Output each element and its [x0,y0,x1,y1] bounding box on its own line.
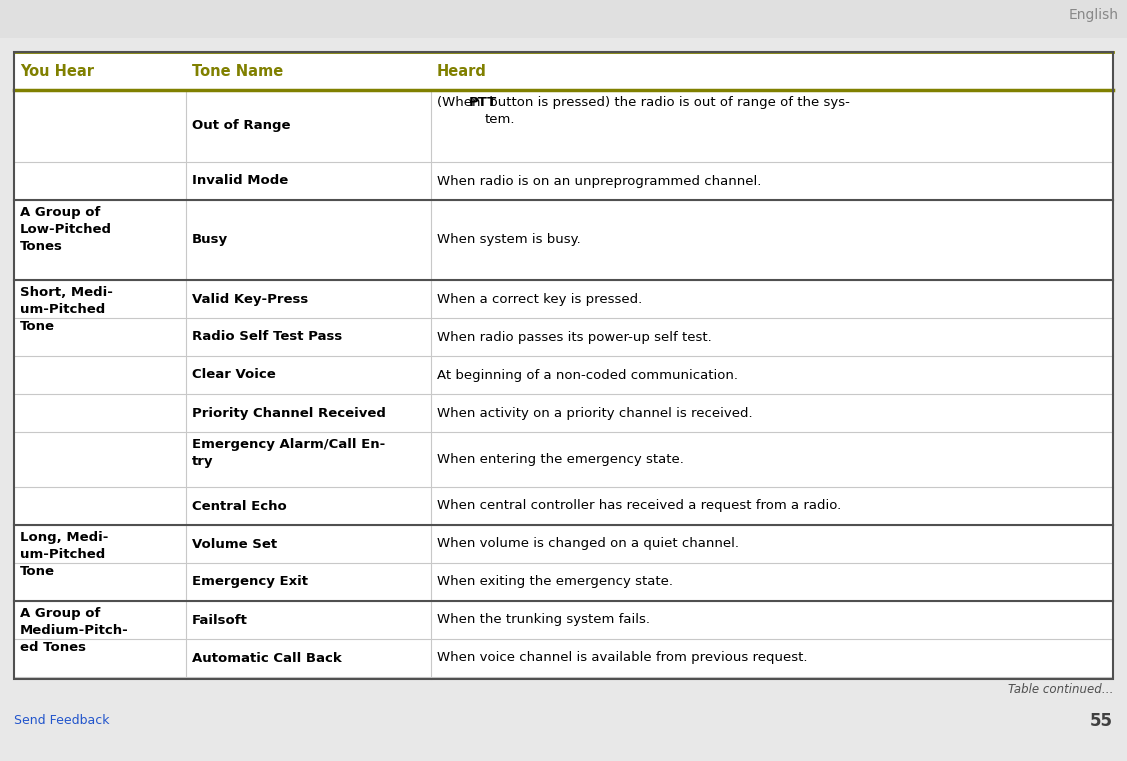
Text: When radio passes its power-up self test.: When radio passes its power-up self test… [437,330,712,343]
Text: Tone Name: Tone Name [192,63,283,78]
Text: When central controller has received a request from a radio.: When central controller has received a r… [437,499,841,512]
Text: Invalid Mode: Invalid Mode [192,174,289,187]
Text: Valid Key-Press: Valid Key-Press [192,292,309,305]
Text: Long, Medi-
um-Pitched
Tone: Long, Medi- um-Pitched Tone [20,531,108,578]
Text: (When: (When [437,96,485,109]
Text: When radio is on an unpreprogrammed channel.: When radio is on an unpreprogrammed chan… [437,174,762,187]
Text: When exiting the emergency state.: When exiting the emergency state. [437,575,673,588]
Text: Emergency Exit: Emergency Exit [192,575,308,588]
Text: Volume Set: Volume Set [192,537,277,550]
Text: Automatic Call Back: Automatic Call Back [192,651,341,664]
Text: When system is busy.: When system is busy. [437,234,580,247]
Text: When a correct key is pressed.: When a correct key is pressed. [437,292,642,305]
Text: A Group of
Low-Pitched
Tones: A Group of Low-Pitched Tones [20,206,112,253]
Text: You Hear: You Hear [20,63,94,78]
Text: When entering the emergency state.: When entering the emergency state. [437,453,684,466]
Text: button is pressed) the radio is out of range of the sys-
tem.: button is pressed) the radio is out of r… [485,96,850,126]
Text: Emergency Alarm/Call En-
try: Emergency Alarm/Call En- try [192,438,385,468]
Text: Central Echo: Central Echo [192,499,286,512]
Text: When volume is changed on a quiet channel.: When volume is changed on a quiet channe… [437,537,739,550]
Text: When voice channel is available from previous request.: When voice channel is available from pre… [437,651,808,664]
Bar [14,52,1113,679]
Text: Heard: Heard [437,63,487,78]
Text: Short, Medi-
um-Pitched
Tone: Short, Medi- um-Pitched Tone [20,286,113,333]
Text: Send Feedback: Send Feedback [14,715,109,728]
Text: Clear Voice: Clear Voice [192,368,276,381]
Text: Table continued…: Table continued… [1008,683,1113,696]
Text: 55: 55 [1090,712,1113,730]
Bar [0,0,1127,38]
Text: Failsoft: Failsoft [192,613,248,626]
Text: PTT: PTT [469,96,497,109]
Text: Out of Range: Out of Range [192,119,291,132]
Bar [14,52,1113,679]
Text: A Group of
Medium-Pitch-
ed Tones: A Group of Medium-Pitch- ed Tones [20,607,128,654]
Text: Busy: Busy [192,234,228,247]
Text: English: English [1070,8,1119,22]
Text: When activity on a priority channel is received.: When activity on a priority channel is r… [437,406,753,419]
Text: Radio Self Test Pass: Radio Self Test Pass [192,330,343,343]
Text: When the trunking system fails.: When the trunking system fails. [437,613,650,626]
Text: At beginning of a non-coded communication.: At beginning of a non-coded communicatio… [437,368,738,381]
Text: Priority Channel Received: Priority Channel Received [192,406,385,419]
